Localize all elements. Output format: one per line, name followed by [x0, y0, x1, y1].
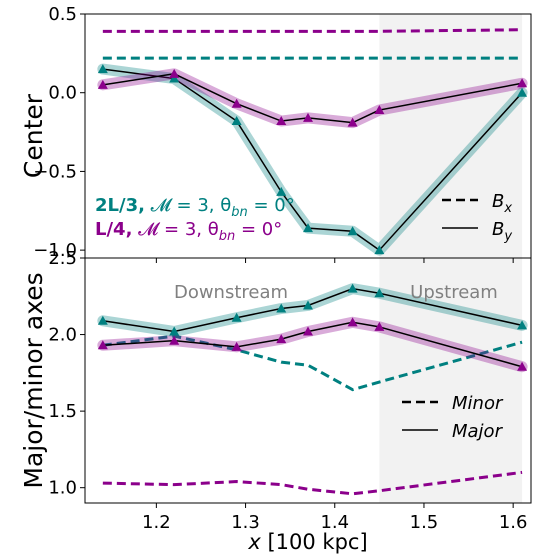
marker-center-2l3-1 [169, 73, 180, 83]
marker-axes-2l3-5 [347, 283, 358, 293]
annotation-sub: bn [219, 229, 236, 244]
marker-center-2l3-6 [374, 245, 385, 255]
legend-sub: x [503, 201, 512, 216]
annotation-2l3: 2L/3, 𝓜 = 3, θbn = 0° [95, 195, 295, 220]
plot-area-axes [97, 283, 528, 496]
series-center-by-l4 [102, 73, 523, 124]
marker-center-l4-7 [517, 78, 528, 88]
x-tick-label-4: 1.6 [499, 512, 528, 533]
shaded-region-center [379, 14, 523, 258]
marker-axes-2l3-4 [303, 300, 313, 310]
marker-axes-l4-3 [276, 334, 287, 344]
marker-center-l4-1 [169, 68, 180, 78]
x-tick-label-2: 1.4 [320, 512, 349, 533]
series-axes-minor-2l3 [102, 334, 523, 392]
marker-center-2l3-3 [276, 186, 287, 196]
legend-sym: B [492, 219, 504, 240]
marker-axes-2l3-6 [374, 288, 385, 298]
marker-axes-l4-7 [517, 361, 528, 371]
x-tick-label-3: 1.5 [410, 512, 439, 533]
region-label-downstream: Downstream [174, 282, 288, 303]
legend-label-bx: Bx [492, 191, 512, 216]
annotation-bold: L/4, [95, 219, 132, 240]
x-axis-label: x [100 kpc] [247, 530, 367, 554]
y-tick-label-center-1: 0.0 [48, 83, 77, 104]
x-tick-label-1: 1.3 [231, 512, 260, 533]
marker-axes-l4-6 [374, 321, 385, 331]
legend-sym: B [492, 191, 504, 212]
annotation-tail: = 0° [235, 219, 282, 240]
plot-area-center [97, 28, 528, 256]
marker-center-2l3-0 [97, 64, 108, 74]
legend-label-minor: Minor [452, 393, 504, 414]
marker-center-l4-4 [303, 112, 313, 122]
y-axis-label-center: Center [19, 93, 48, 178]
annotation-text: 𝓜 = 3, θ [145, 195, 231, 216]
marker-center-l4-5 [347, 117, 358, 127]
marker-center-l4-3 [276, 116, 287, 126]
region-label-upstream: Upstream [410, 282, 498, 303]
marker-axes-2l3-1 [169, 326, 180, 336]
marker-axes-l4-0 [97, 340, 108, 350]
marker-center-2l3-7 [517, 87, 528, 97]
marker-axes-l4-1 [169, 335, 180, 345]
marker-center-l4-6 [374, 105, 385, 115]
marker-center-2l3-5 [347, 226, 358, 236]
annotation-bold: 2L/3, [95, 195, 145, 216]
marker-axes-l4-5 [347, 317, 358, 327]
x-axis-label-unit: [100 kpc] [261, 530, 368, 554]
annotation-tail: = 0° [248, 195, 295, 216]
marker-axes-2l3-3 [276, 303, 287, 313]
x-axis-label-math: x [247, 530, 261, 554]
y-tick-label-axes-1: 2.0 [48, 325, 77, 346]
series-center-by-2l3 [102, 68, 523, 252]
y-tick-label-center-0: 0.5 [48, 4, 77, 25]
annotation-l4: L/4, 𝓜 = 3, θbn = 0° [95, 219, 282, 244]
legend-label-by: By [492, 219, 512, 244]
legend-sub: y [503, 229, 512, 244]
axes-frame-axes [84, 257, 532, 504]
series-axes-major-l4 [102, 321, 523, 368]
marker-center-l4-2 [231, 98, 242, 108]
y-tick-label-center-2: −0.5 [33, 161, 77, 182]
series-center-bx-l4 [102, 28, 523, 33]
marker-center-l4-0 [97, 79, 108, 89]
series-axes-major-2l3 [102, 287, 523, 333]
y-tick-label-center-3: −1.0 [33, 240, 77, 261]
series-axes-minor-l4 [102, 470, 523, 496]
marker-center-2l3-4 [303, 223, 313, 233]
legend-label-major: Major [452, 421, 504, 442]
annotation-text: 𝓜 = 3, θ [132, 219, 218, 240]
annotation-sub: bn [231, 205, 248, 220]
marker-axes-2l3-7 [517, 320, 528, 330]
x-tick-label-0: 1.2 [142, 512, 171, 533]
marker-axes-2l3-2 [231, 312, 242, 322]
y-tick-label-axes-3: 1.0 [48, 478, 77, 499]
marker-axes-2l3-0 [97, 315, 108, 325]
y-tick-label-axes-2: 1.5 [48, 401, 77, 422]
y-axis-label-axes: Major/minor axes [19, 272, 48, 488]
marker-center-2l3-2 [231, 116, 242, 126]
y-tick-label-axes-0: 2.5 [48, 248, 77, 269]
marker-axes-l4-4 [303, 326, 313, 336]
marker-axes-l4-2 [231, 341, 242, 351]
